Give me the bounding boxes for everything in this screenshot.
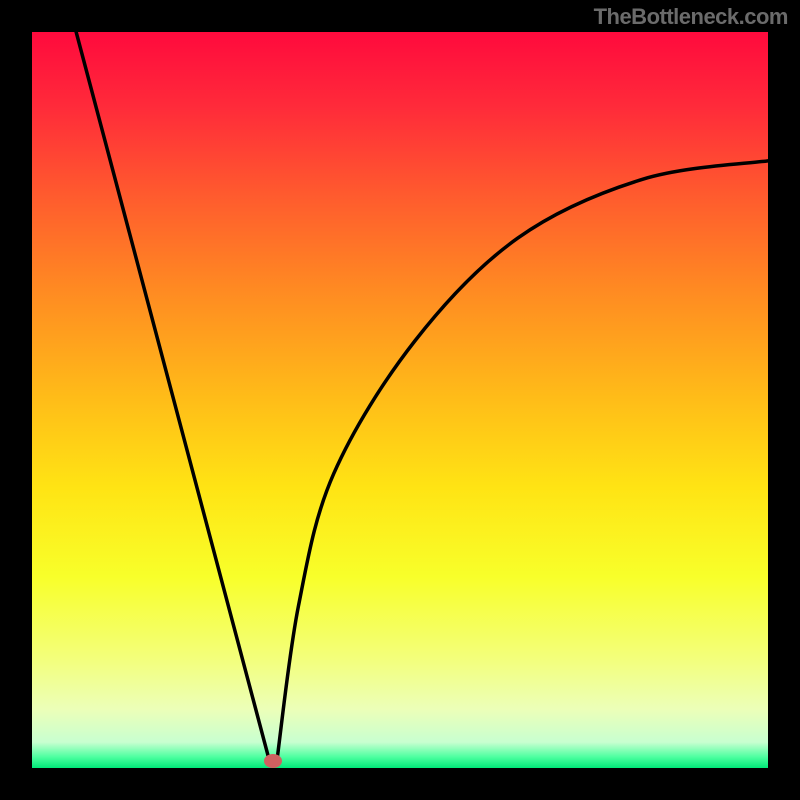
watermark-text: TheBottleneck.com [594,4,788,30]
plot-area [32,32,768,768]
chart-canvas: TheBottleneck.com [0,0,800,800]
minimum-marker [264,754,282,768]
gradient-background [32,32,768,768]
